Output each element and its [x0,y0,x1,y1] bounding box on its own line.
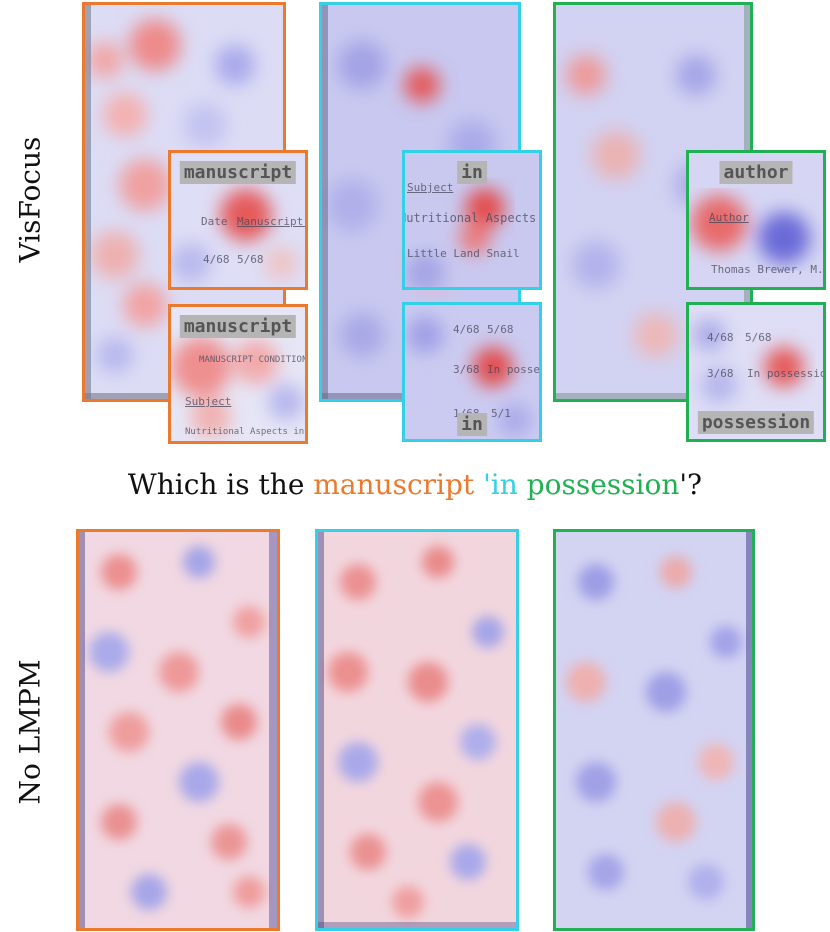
question-word-manuscript: manuscript [313,468,475,501]
inset-word: 5/68 [745,331,772,344]
inset-word: 5/68 [237,253,264,266]
inset-green-author: author Author Thomas Brewer, M.D. [686,150,826,290]
inset-word: Date [201,215,228,228]
inset-word: Subject [185,395,232,408]
attention-heatmap [318,532,516,928]
inset-word: In possession [747,367,826,380]
question-prefix: Which is the [127,468,314,501]
row-label-no-lmpm: No LMPM [13,659,47,805]
question-word-possession: possession [517,468,680,501]
inset-cyan-in-subject: in Subject Nutritional Aspects in Delmap… [402,150,542,290]
attention-heatmap [79,532,277,928]
inset-word: 5/1 [491,407,511,420]
inset-heatmap [405,305,539,439]
attention-heatmap [556,532,752,928]
question-suffix: '? [679,468,703,501]
inset-word: 5/68 [487,323,514,336]
heatmap-doc-no-lmpm-in [315,529,519,931]
inset-tag: author [719,161,793,184]
inset-word: Thomas Brewer, M.D. [711,263,826,276]
inset-word: Subject [407,181,454,194]
inset-tag: manuscript [179,161,297,184]
inset-word: Author [709,211,749,224]
question-word-in: 'in [474,468,518,501]
inset-word: 4/68 [453,323,480,336]
inset-word: MANUSCRIPT CONDITIONS [199,355,308,365]
inset-word: Manuscript Due [237,215,305,228]
inset-green-possession: 4/68 5/68 3/68 In possession possession [686,302,826,442]
inset-word: 3/68 [707,367,734,380]
heatmap-doc-no-lmpm-possession [553,529,755,931]
inset-word: In possession [487,363,540,376]
inset-tag: manuscript [179,315,297,338]
inset-tag: in [457,413,487,436]
inset-word: 4/68 [707,331,734,344]
row-label-visfocus: VisFocus [13,136,47,263]
inset-tag: possession [697,411,815,434]
inset-word: Nutritional Aspects in Delmapaia [402,211,539,225]
inset-tag: in [457,161,487,184]
inset-word: Nutritional Aspects in Delmapaia [185,427,305,437]
inset-orange-manuscript-conditions: manuscript MANUSCRIPT CONDITIONS Subject… [168,304,308,444]
inset-word: 3/68 [453,363,480,376]
inset-orange-manuscript-due: manuscript Date Manuscript Due 4/68 5/68 [168,150,308,290]
question-text: Which is the manuscript 'in possession'? [0,468,830,501]
heatmap-doc-no-lmpm-manuscript [76,529,280,931]
inset-word: 4/68 [203,253,230,266]
inset-word: Little Land Snail [407,247,520,260]
inset-cyan-in-possession: 4/68 5/68 3/68 In possession 1/68 5/1 in [402,302,542,442]
